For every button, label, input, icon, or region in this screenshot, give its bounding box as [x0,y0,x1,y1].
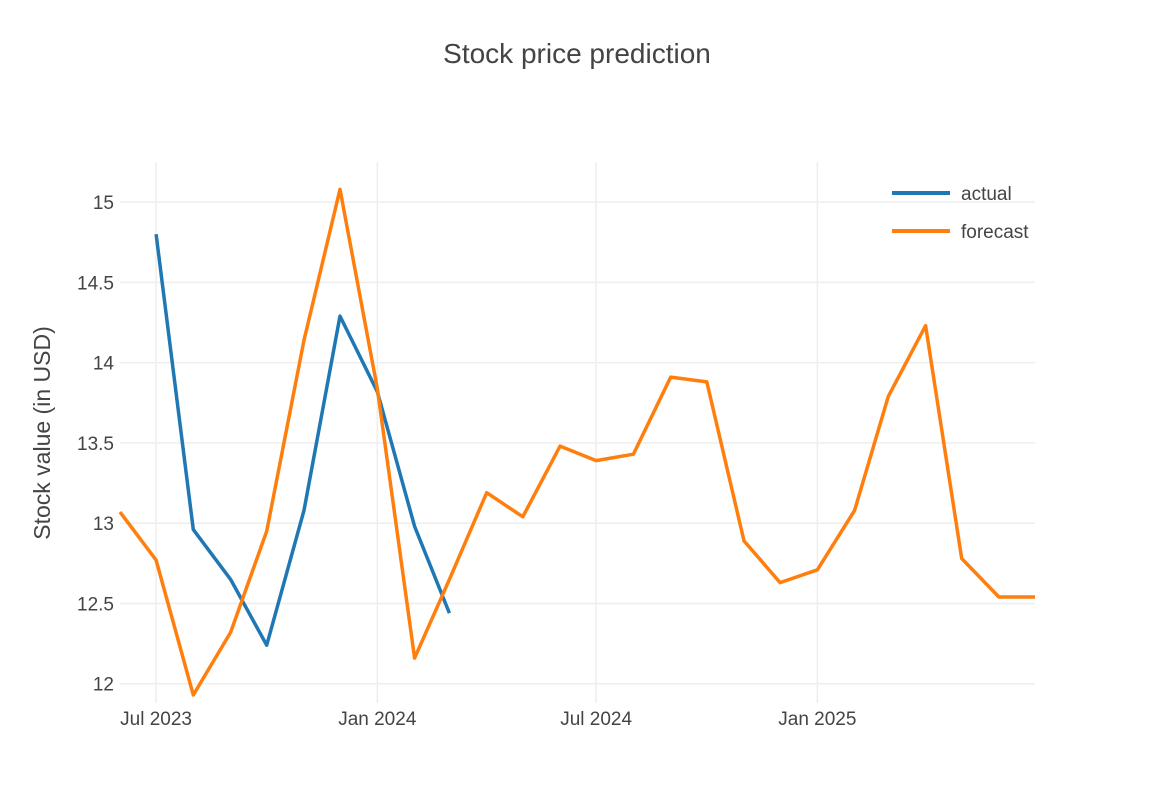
y-tick-label: 13 [93,514,114,535]
x-tick-label: Jan 2024 [338,709,417,730]
x-tick-label: Jul 2023 [120,709,192,730]
y-axis-title: Stock value (in USD) [29,326,55,539]
y-axis-ticks: 12 12.5 13 13.5 14 14.5 15 [77,193,114,696]
y-tick-label: 12.5 [77,594,114,615]
y-tick-label: 15 [93,193,114,214]
y-tick-label: 14 [93,354,115,375]
legend: actual forecast [892,184,1029,243]
series-line-forecast [118,187,1035,697]
x-axis-ticks: Jul 2023 Jan 2024 Jul 2024 Jan 2025 [120,709,856,730]
x-tick-label: Jan 2025 [778,709,856,730]
y-tick-label: 12 [93,675,114,696]
series-lines [118,187,1035,697]
chart-title: Stock price prediction [443,38,711,69]
y-tick-label: 14.5 [77,273,114,294]
y-tick-label: 13.5 [77,434,114,455]
series-line-actual [154,233,452,647]
x-tick-label: Jul 2024 [560,709,632,730]
legend-label-forecast: forecast [961,222,1029,243]
grid [120,162,1035,703]
legend-label-actual: actual [961,184,1012,205]
